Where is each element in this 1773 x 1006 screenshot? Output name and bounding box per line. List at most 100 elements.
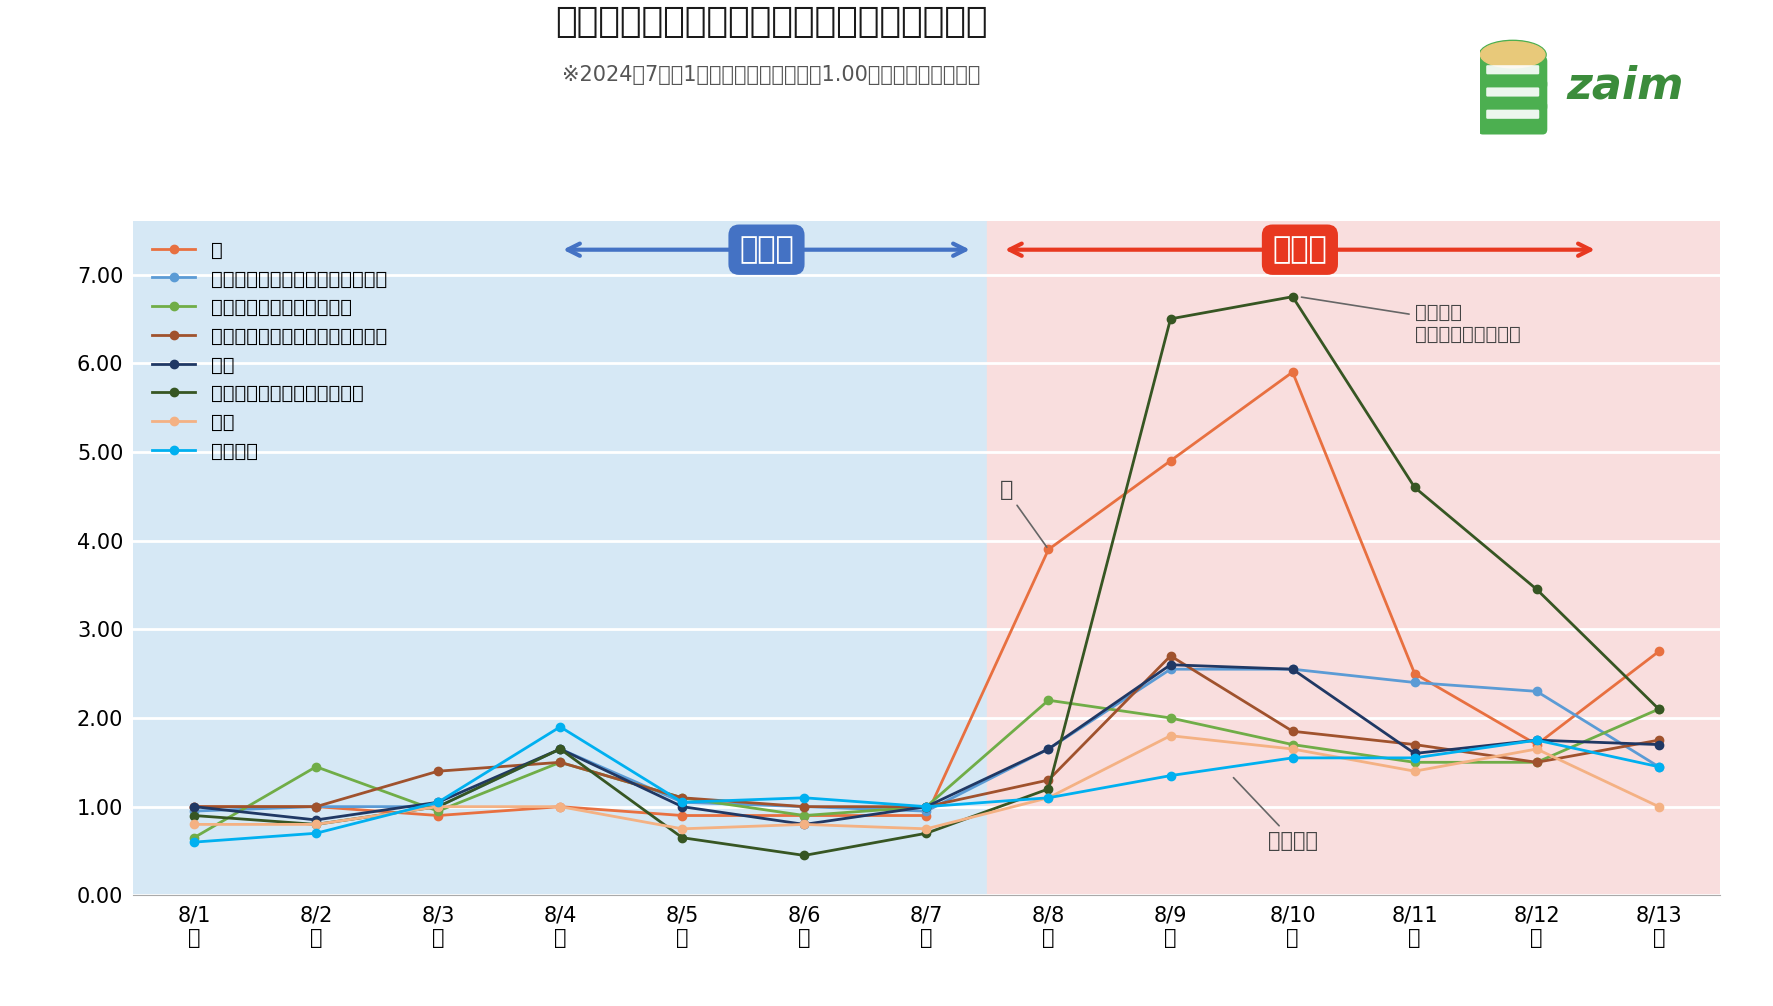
消耗家電（電池・電球など） <box>794 849 816 861</box>
ティッシュ・トイレットペーパー <box>672 796 693 808</box>
レトルト・レンジ食品・調理の素 <box>1649 734 1670 746</box>
レトルト・レンジ食品・調理の素 <box>1404 738 1425 750</box>
水 <box>183 801 204 813</box>
缶詰 <box>1404 747 1425 760</box>
ラップ・アルミ・食品包装 <box>550 757 571 769</box>
缶詰 <box>672 801 693 813</box>
缶詰 <box>550 743 571 756</box>
消耗家電（電池・電球など） <box>305 818 326 830</box>
麺類 <box>550 801 571 813</box>
消耗家電（電池・電球など） <box>1404 481 1425 493</box>
ラップ・アルミ・食品包装 <box>1527 757 1548 769</box>
ラップ・アルミ・食品包装 <box>183 832 204 844</box>
消耗家電（電池・電球など） <box>1037 783 1058 795</box>
ラップ・アルミ・食品包装 <box>1404 757 1425 769</box>
レトルト・レンジ食品・調理の素 <box>183 801 204 813</box>
水 <box>1649 646 1670 658</box>
ティッシュ・トイレットペーパー <box>1404 676 1425 688</box>
缶詰 <box>1282 663 1303 675</box>
FancyBboxPatch shape <box>1479 56 1548 91</box>
米・穀類 <box>1037 792 1058 804</box>
缶詰 <box>305 814 326 826</box>
水 <box>305 801 326 813</box>
Line: 缶詰: 缶詰 <box>190 661 1663 829</box>
Text: 被害想定エリアの災害関連品目の支出額推移: 被害想定エリアの災害関連品目の支出額推移 <box>555 5 988 39</box>
消耗家電（電池・電球など） <box>550 743 571 756</box>
消耗家電（電池・電球など） <box>1649 703 1670 715</box>
FancyBboxPatch shape <box>1479 78 1548 113</box>
レトルト・レンジ食品・調理の素 <box>427 766 449 778</box>
ラップ・アルミ・食品包装 <box>917 801 938 813</box>
缶詰 <box>1160 659 1181 671</box>
水 <box>917 810 938 822</box>
Line: ラップ・アルミ・食品包装: ラップ・アルミ・食品包装 <box>190 696 1663 842</box>
ティッシュ・トイレットペーパー <box>427 801 449 813</box>
ラップ・アルミ・食品包装 <box>794 810 816 822</box>
缶詰 <box>917 801 938 813</box>
米・穀類 <box>427 796 449 808</box>
ティッシュ・トイレットペーパー <box>794 801 816 813</box>
米・穀類 <box>1404 751 1425 764</box>
Text: 発表前: 発表前 <box>739 235 794 265</box>
ラップ・アルミ・食品包装 <box>305 761 326 773</box>
Bar <box>988 221 1720 895</box>
米・穀類 <box>183 836 204 848</box>
水 <box>1160 455 1181 467</box>
米・穀類 <box>1649 761 1670 773</box>
ラップ・アルミ・食品包装 <box>1160 712 1181 724</box>
レトルト・レンジ食品・調理の素 <box>1282 725 1303 737</box>
ティッシュ・トイレットペーパー <box>1160 663 1181 675</box>
消耗家電（電池・電球など） <box>917 827 938 839</box>
ティッシュ・トイレットペーパー <box>305 801 326 813</box>
FancyBboxPatch shape <box>1486 88 1539 97</box>
水 <box>1404 668 1425 680</box>
麺類 <box>183 818 204 830</box>
Text: ※2024年7月の1日あたり平均支出額を1.00とした場合の変動比: ※2024年7月の1日あたり平均支出額を1.00とした場合の変動比 <box>562 65 980 86</box>
消耗家電（電池・電球など） <box>1282 291 1303 303</box>
米・穀類 <box>1160 770 1181 782</box>
Legend: 水, ティッシュ・トイレットペーパー, ラップ・アルミ・食品包装, レトルト・レンジ食品・調理の素, 缶詰, 消耗家電（電池・電球など）, 麺類, 米・穀類: 水, ティッシュ・トイレットペーパー, ラップ・アルミ・食品包装, レトルト・レ… <box>142 231 397 471</box>
消耗家電（電池・電球など） <box>1527 583 1548 596</box>
水 <box>550 801 571 813</box>
レトルト・レンジ食品・調理の素 <box>794 801 816 813</box>
レトルト・レンジ食品・調理の素 <box>1037 774 1058 786</box>
ティッシュ・トイレットペーパー <box>1037 743 1058 756</box>
缶詰 <box>1527 734 1548 746</box>
麺類 <box>672 823 693 835</box>
缶詰 <box>427 796 449 808</box>
Line: 水: 水 <box>190 368 1663 820</box>
麺類 <box>1282 743 1303 756</box>
レトルト・レンジ食品・調理の素 <box>550 757 571 769</box>
缶詰 <box>183 801 204 813</box>
レトルト・レンジ食品・調理の素 <box>1527 757 1548 769</box>
缶詰 <box>794 818 816 830</box>
麺類 <box>427 801 449 813</box>
水 <box>1527 738 1548 750</box>
FancyBboxPatch shape <box>1486 110 1539 119</box>
Line: ティッシュ・トイレットペーパー: ティッシュ・トイレットペーパー <box>190 665 1663 815</box>
麺類 <box>1649 801 1670 813</box>
米・穀類 <box>305 827 326 839</box>
水 <box>672 810 693 822</box>
消耗家電（電池・電球など） <box>672 832 693 844</box>
水 <box>427 810 449 822</box>
レトルト・レンジ食品・調理の素 <box>917 801 938 813</box>
麺類 <box>794 818 816 830</box>
水 <box>1282 366 1303 378</box>
米・穀類 <box>1527 734 1548 746</box>
消耗家電（電池・電球など） <box>427 801 449 813</box>
Ellipse shape <box>1480 41 1544 67</box>
Ellipse shape <box>1482 43 1543 66</box>
ラップ・アルミ・食品包装 <box>427 805 449 817</box>
水 <box>1037 543 1058 555</box>
FancyBboxPatch shape <box>1479 101 1548 135</box>
Line: レトルト・レンジ食品・調理の素: レトルト・レンジ食品・調理の素 <box>190 652 1663 811</box>
Bar <box>133 221 988 895</box>
米・穀類 <box>550 720 571 732</box>
レトルト・レンジ食品・調理の素 <box>1160 650 1181 662</box>
FancyBboxPatch shape <box>1486 65 1539 74</box>
米・穀類 <box>794 792 816 804</box>
Text: 消耗家電
（電池・電球など）: 消耗家電 （電池・電球など） <box>1301 297 1521 344</box>
Text: 米・穀類: 米・穀類 <box>1234 778 1317 850</box>
Line: 米・穀類: 米・穀類 <box>190 722 1663 846</box>
